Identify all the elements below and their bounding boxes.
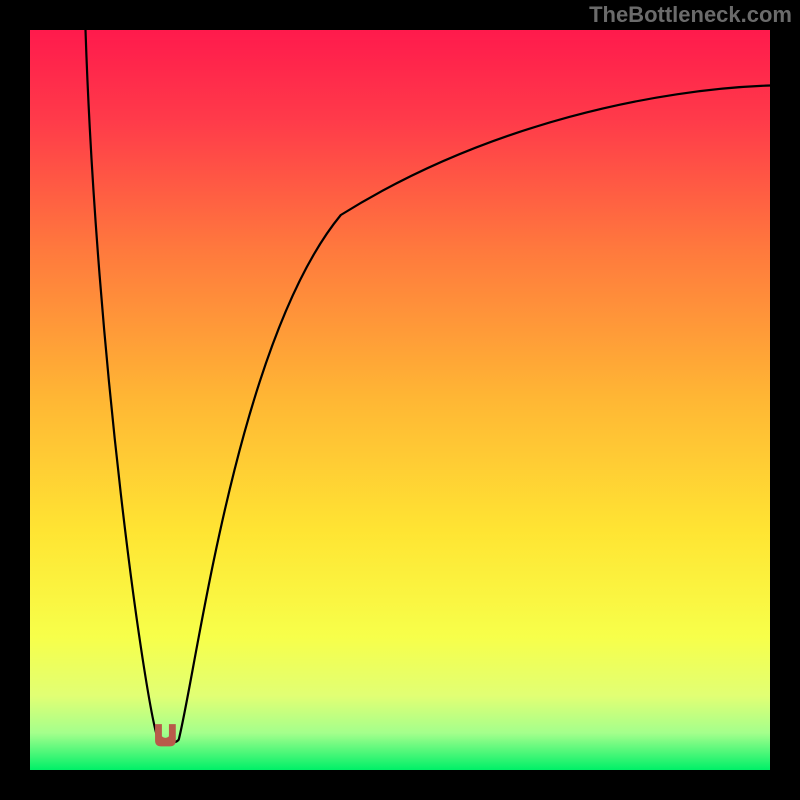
chart-svg [0, 0, 800, 800]
chart-plot-area [30, 30, 770, 770]
watermark-text: TheBottleneck.com [589, 2, 792, 28]
bottleneck-chart: TheBottleneck.com [0, 0, 800, 800]
